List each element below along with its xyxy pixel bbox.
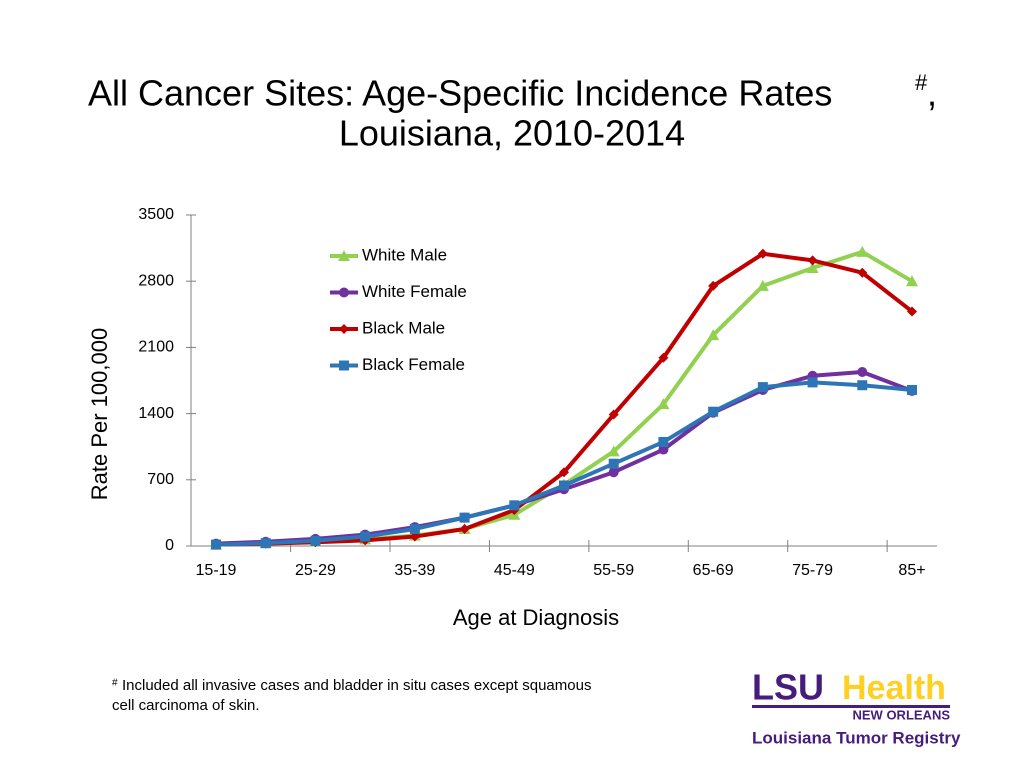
series — [211, 377, 917, 550]
legend-item: Black Male — [330, 318, 445, 337]
point — [806, 261, 819, 273]
x-axis-label: Age at Diagnosis — [453, 605, 619, 630]
x-tick-label: 55-59 — [593, 562, 634, 579]
point — [707, 329, 720, 341]
legend-label: Black Female — [362, 355, 465, 374]
point — [907, 384, 917, 395]
x-tick-label: 65-69 — [693, 562, 734, 579]
point — [857, 267, 868, 278]
point — [211, 539, 221, 550]
logo-city: NEW ORLEANS — [853, 707, 951, 722]
point — [757, 382, 768, 393]
point — [509, 500, 520, 511]
point — [907, 306, 917, 317]
y-tick-label: 1400 — [138, 405, 174, 422]
logo-lsu: LSU — [752, 667, 824, 708]
point — [658, 436, 669, 447]
legend-label: Black Male — [362, 318, 445, 337]
y-tick-label: 2100 — [138, 339, 174, 356]
point — [260, 538, 271, 549]
line — [215, 380, 913, 547]
point — [708, 406, 719, 417]
title-line2: Louisiana, 2010-2014 — [339, 113, 685, 154]
point — [857, 380, 868, 391]
y-tick-label: 3500 — [138, 206, 174, 223]
point — [608, 458, 619, 469]
point — [906, 275, 918, 287]
x-tick-label: 35-39 — [394, 562, 435, 579]
point — [757, 248, 768, 259]
point — [756, 279, 769, 291]
logo-registry: Louisiana Tumor Registry — [752, 728, 961, 747]
logo: LSU Health NEW ORLEANS Louisiana Tumor R… — [752, 667, 961, 747]
title-comma: , — [927, 73, 937, 114]
point — [856, 245, 869, 257]
legend-item: White Male — [330, 245, 447, 264]
point — [608, 467, 619, 478]
point — [807, 377, 818, 388]
y-axis-label: Rate Per 100,000 — [87, 328, 112, 500]
x-tick-label: 25-29 — [295, 562, 336, 579]
point — [360, 531, 371, 542]
point — [658, 444, 669, 455]
point — [559, 467, 569, 478]
series — [211, 366, 917, 549]
footnote: cell carcinoma of skin. — [112, 697, 260, 714]
footnote: Included all invasive cases and bladder … — [122, 677, 591, 694]
point — [409, 523, 420, 534]
legend-item: White Female — [330, 282, 467, 301]
point — [857, 366, 868, 377]
point — [459, 523, 470, 534]
line — [215, 251, 914, 547]
point — [339, 324, 349, 334]
title-line1: All Cancer Sites: Age-Specific Incidence… — [88, 73, 832, 114]
y-tick-label: 700 — [147, 471, 174, 488]
point — [807, 255, 818, 266]
logo-rule — [752, 705, 950, 708]
point — [608, 409, 619, 420]
point — [708, 280, 719, 291]
x-tick-label: 15-19 — [196, 562, 237, 579]
point — [459, 512, 470, 523]
legend-item: Black Female — [330, 355, 465, 374]
x-tick-label: 75-79 — [792, 562, 833, 579]
point — [310, 535, 321, 546]
footnote-mark: # — [112, 678, 118, 689]
point — [658, 352, 669, 363]
point — [339, 287, 349, 298]
point — [607, 445, 620, 457]
title-superscript: # — [915, 70, 928, 95]
legend-label: White Female — [362, 282, 467, 301]
line — [215, 369, 913, 546]
series — [210, 245, 918, 550]
point — [338, 250, 350, 261]
point — [657, 398, 670, 410]
logo-health: Health — [842, 669, 946, 707]
y-tick-label: 0 — [165, 537, 174, 554]
series — [211, 248, 917, 550]
line — [215, 249, 914, 547]
x-tick-label: 85+ — [898, 562, 925, 579]
point — [559, 480, 569, 491]
y-tick-label: 2800 — [138, 272, 174, 289]
legend-label: White Male — [362, 245, 447, 264]
point — [409, 531, 420, 542]
x-tick-label: 45-49 — [494, 562, 535, 579]
point — [339, 360, 349, 371]
